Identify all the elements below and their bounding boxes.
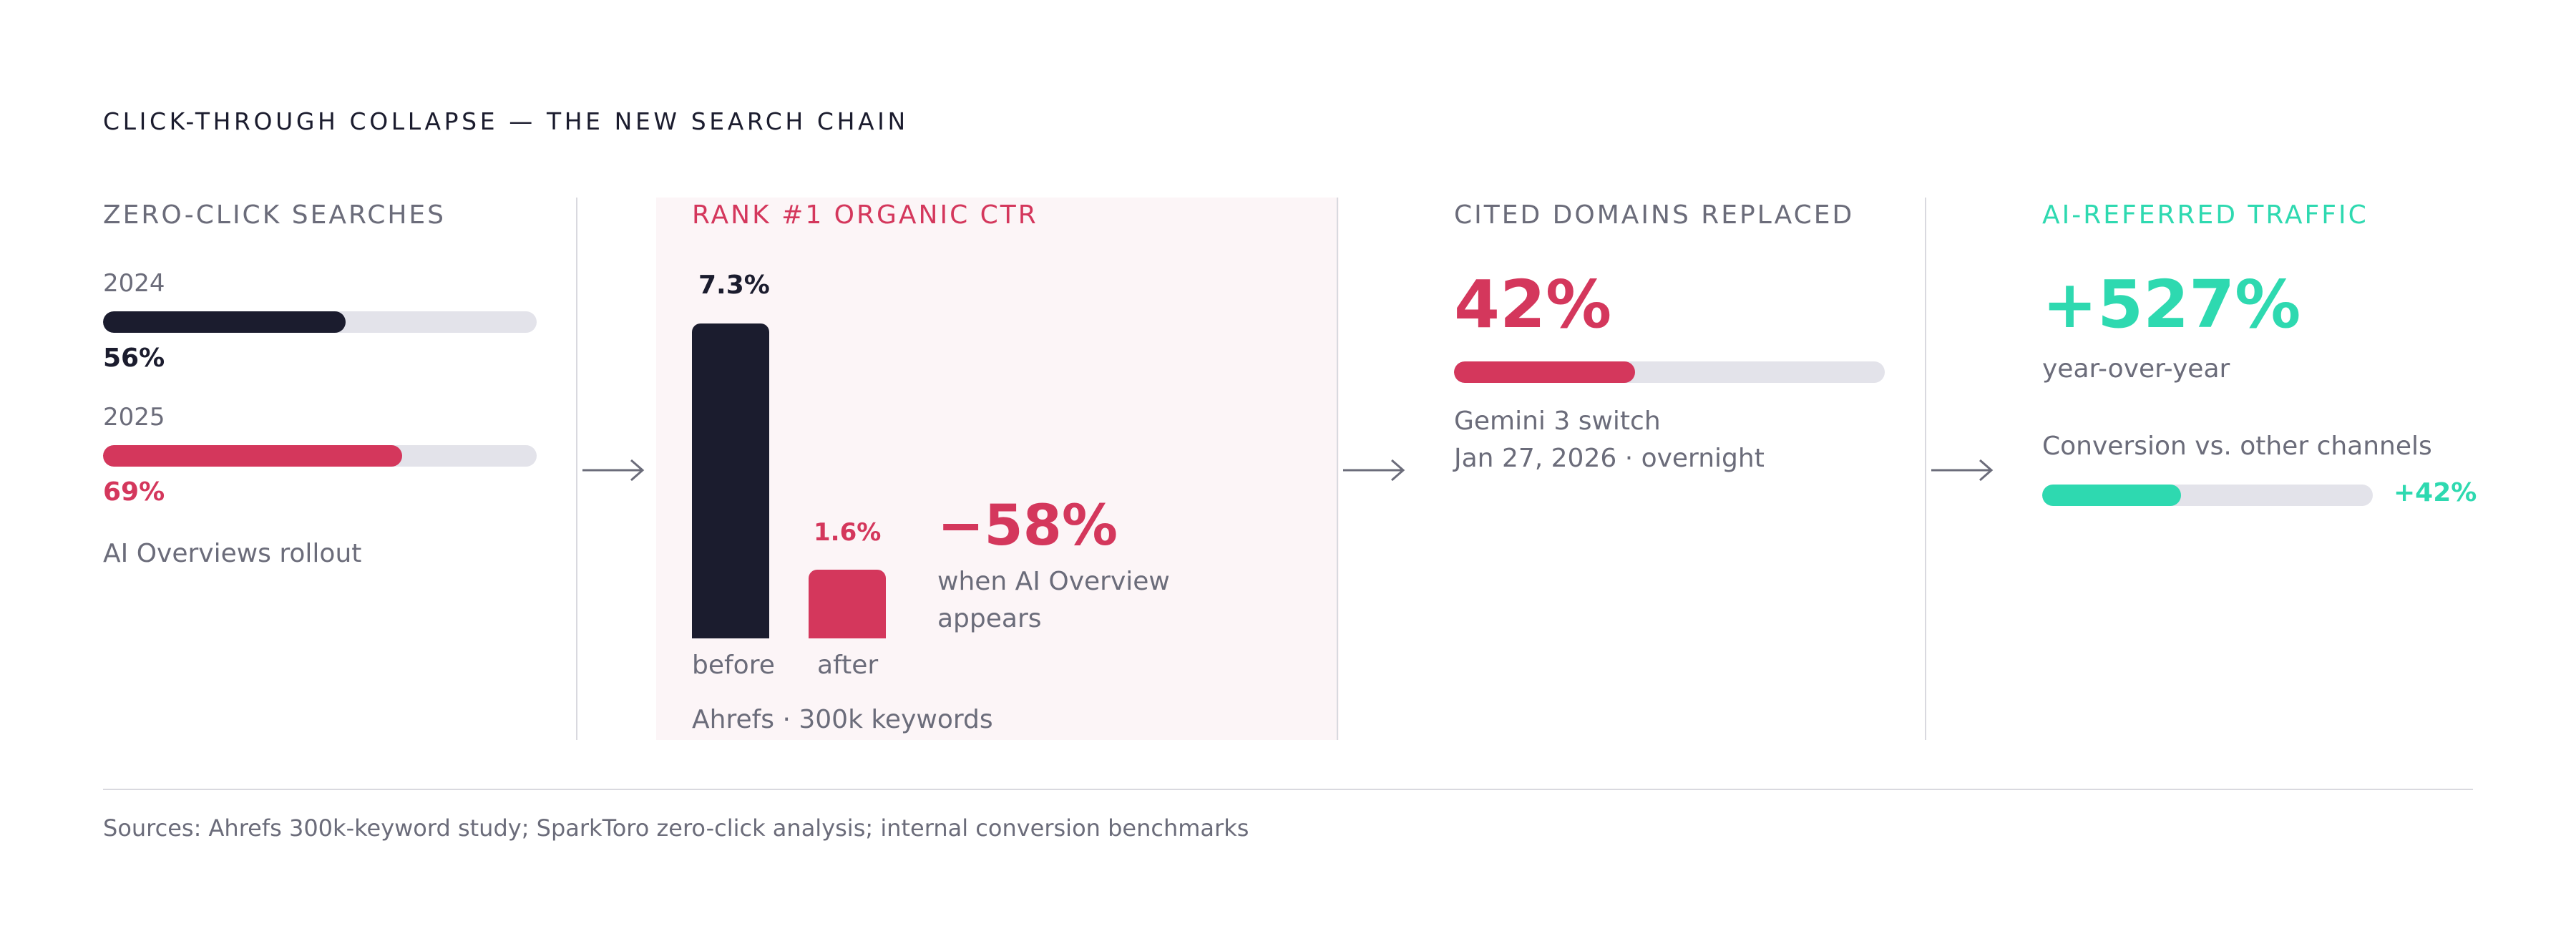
ctr-after-label: after [817,651,879,680]
zero-click-year-2025: 2025 [103,403,165,432]
ctr-bar-before [692,323,769,638]
divider-1 [576,198,577,740]
ctr-change-note-1: when AI Overview [937,567,1170,596]
cited-value: 42% [1454,266,1612,343]
arrow-right-icon [1931,459,1994,482]
ctr-before-value: 7.3% [698,271,770,300]
arrow-right-icon [582,459,645,482]
divider-2 [1337,198,1338,740]
ctr-change-note-2: appears [937,604,1042,633]
ai-traffic-value: +527% [2042,266,2301,343]
conversion-value: +42% [2394,478,2477,507]
zero-click-track-2024 [103,311,537,333]
ctr-after-value: 1.6% [814,518,882,547]
arrow-right-icon [1343,459,1405,482]
divider-3 [1925,198,1926,740]
conversion-label: Conversion vs. other channels [2042,432,2432,461]
ai-traffic-value-note: year-over-year [2042,354,2230,384]
zero-click-value-2025: 69% [103,477,165,507]
ctr-before-label: before [692,651,775,680]
cited-note-2: Jan 27, 2026 · overnight [1454,444,1765,473]
ctr-source: Ahrefs · 300k keywords [692,705,993,734]
zero-click-note: AI Overviews rollout [103,539,362,568]
conversion-track [2042,485,2373,506]
sources-note: Sources: Ahrefs 300k-keyword study; Spar… [103,814,1249,842]
ai-traffic-label: AI-REFERRED TRAFFIC [2042,200,2368,230]
zero-click-label: ZERO-CLICK SEARCHES [103,200,446,230]
conversion-bar [2042,485,2182,506]
ctr-panel-background [656,198,1339,740]
zero-click-year-2024: 2024 [103,269,165,298]
cited-note-1: Gemini 3 switch [1454,407,1661,436]
ctr-label: RANK #1 ORGANIC CTR [692,200,1038,230]
zero-click-bar-2024 [103,311,346,333]
zero-click-bar-2025 [103,445,403,467]
cited-label: CITED DOMAINS REPLACED [1454,200,1855,230]
cited-bar [1454,361,1635,383]
footer-divider [103,789,2473,790]
ctr-change-value: −58% [937,494,1118,558]
zero-click-track-2025 [103,445,537,467]
ctr-bar-after [809,570,886,638]
cited-track [1454,361,1885,383]
chart-title: CLICK-THROUGH COLLAPSE — THE NEW SEARCH … [103,107,909,135]
zero-click-value-2024: 56% [103,344,165,373]
